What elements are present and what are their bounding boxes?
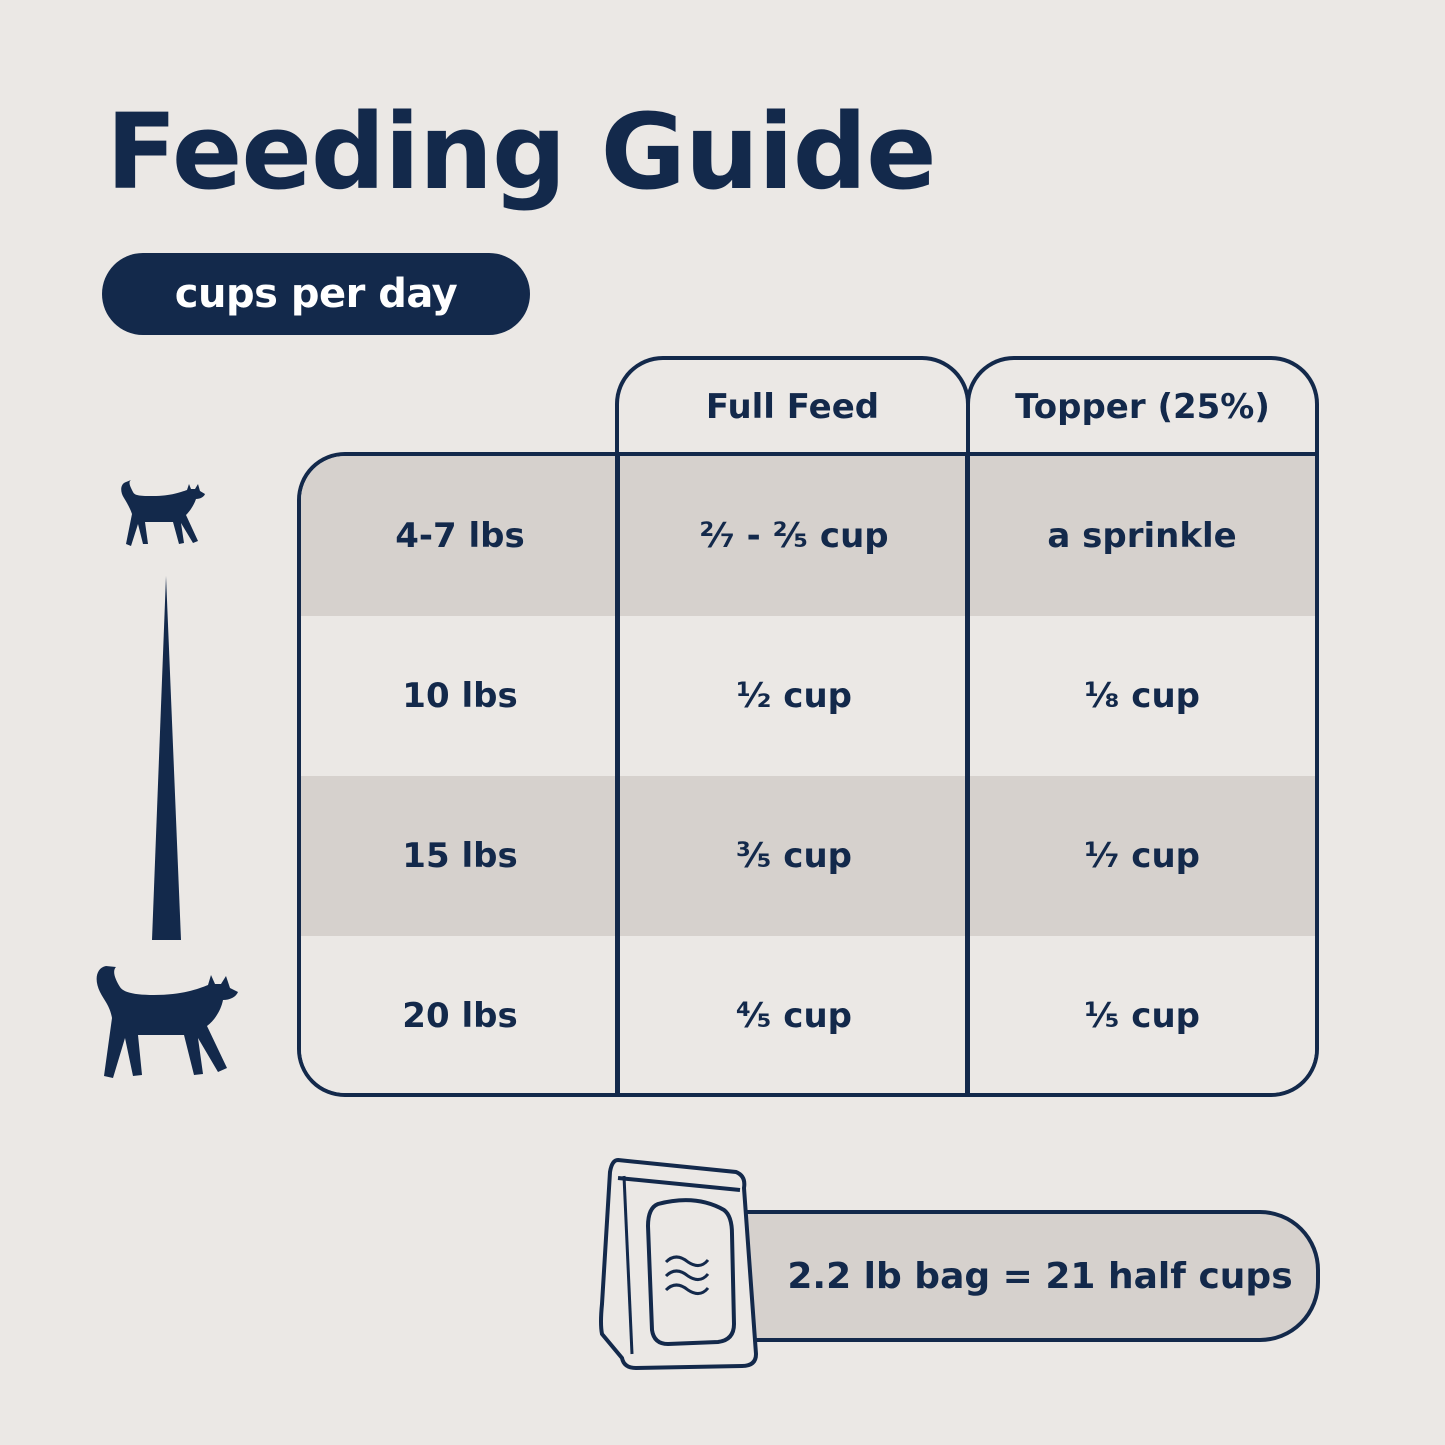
unit-pill: cups per day	[102, 253, 530, 335]
table-row: 10 lbs ¹⁄₂ cup ¹⁄₈ cup	[301, 616, 1315, 776]
column-divider	[965, 456, 970, 1093]
weight-cell: 15 lbs	[402, 836, 518, 876]
size-wedge-icon	[152, 576, 181, 940]
column-header-full-feed: Full Feed	[615, 356, 970, 453]
full-feed-cell: ²⁄₇ - ²⁄₅ cup	[699, 516, 889, 556]
topper-cell: ¹⁄₅ cup	[1084, 996, 1200, 1036]
bag-note: 2.2 lb bag = 21 half cups	[740, 1210, 1320, 1342]
food-bag-icon	[599, 1157, 759, 1371]
topper-cell: a sprinkle	[1047, 516, 1237, 556]
full-feed-cell: ¹⁄₂ cup	[736, 676, 852, 716]
weight-cell: 10 lbs	[402, 676, 518, 716]
table-row: 15 lbs ³⁄₅ cup ¹⁄₇ cup	[301, 776, 1315, 936]
cat-large-icon	[96, 966, 238, 1078]
table-row: 4-7 lbs ²⁄₇ - ²⁄₅ cup a sprinkle	[301, 456, 1315, 616]
column-header-topper: Topper (25%)	[966, 356, 1319, 453]
table-row: 20 lbs ⁴⁄₅ cup ¹⁄₅ cup	[301, 936, 1315, 1093]
full-feed-cell: ⁴⁄₅ cup	[736, 996, 852, 1036]
page-title: Feeding Guide	[106, 91, 937, 213]
weight-cell: 4-7 lbs	[395, 516, 525, 556]
topper-cell: ¹⁄₇ cup	[1084, 836, 1200, 876]
weight-cell: 20 lbs	[402, 996, 518, 1036]
bag-note-text: 2.2 lb bag = 21 half cups	[787, 1255, 1293, 1297]
feeding-table: 4-7 lbs ²⁄₇ - ²⁄₅ cup a sprinkle 10 lbs …	[297, 452, 1319, 1097]
cat-small-icon	[121, 480, 205, 546]
full-feed-cell: ³⁄₅ cup	[736, 836, 852, 876]
topper-cell: ¹⁄₈ cup	[1084, 676, 1200, 716]
column-divider	[615, 456, 620, 1093]
